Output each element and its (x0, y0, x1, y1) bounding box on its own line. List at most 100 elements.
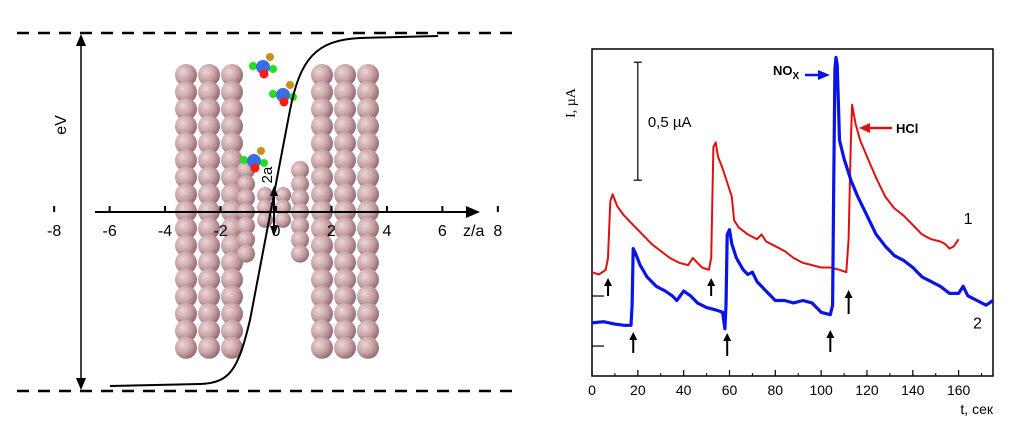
x-tick-label: 60 (722, 382, 738, 398)
x-axis-label: t, сек (960, 401, 993, 417)
atom (334, 132, 356, 155)
series-line-1 (591, 103, 960, 276)
nox-label: NOX (773, 63, 800, 82)
atom (198, 234, 220, 257)
molecule-atom-orange (266, 53, 274, 61)
series-line-2 (591, 55, 994, 331)
atom (311, 336, 333, 359)
atom (311, 319, 333, 342)
atom (198, 115, 220, 138)
gap-label: 2a (259, 166, 276, 183)
y-axis-label: I, µA (564, 87, 579, 118)
atom (175, 302, 197, 325)
atom (334, 217, 356, 240)
injection-arrow-head (707, 278, 716, 286)
x-tick-label: 0 (588, 382, 596, 398)
atom (311, 149, 333, 172)
atom (198, 98, 220, 121)
molecule-atom-green (240, 156, 248, 164)
atom (334, 81, 356, 104)
atom (198, 183, 220, 206)
z-axis-ticks: -8 -6 -4 -2 0 2 4 6 8 (47, 206, 502, 240)
molecule-atom-red (259, 69, 269, 79)
atom (221, 251, 243, 274)
atom (311, 132, 333, 155)
ev-label: eV (53, 115, 70, 135)
atom (175, 285, 197, 308)
atom (311, 98, 333, 121)
atom (334, 319, 356, 342)
atom (357, 285, 379, 308)
z-tick-label: 0 (272, 223, 281, 240)
z-axis-arrow-head (466, 206, 480, 218)
injection-arrow-head (604, 278, 613, 286)
z-tick-label: -2 (213, 223, 227, 240)
molecule-atom-green (260, 159, 268, 167)
atom (357, 115, 379, 138)
atom (175, 98, 197, 121)
current-vs-time-chart: 0 20 40 60 80 100 120 140 160 t, сек I, µA 0,5 µ… (564, 48, 994, 417)
atom (357, 64, 379, 86)
z-tick-label: 8 (493, 223, 502, 240)
atom (291, 216, 309, 235)
x-axis-ticks: 0 20 40 60 80 100 120 140 160 (588, 370, 983, 398)
x-tick-label: 40 (676, 382, 692, 398)
atom (198, 81, 220, 104)
atom (334, 251, 356, 274)
plot-frame (591, 48, 994, 377)
atom (334, 285, 356, 308)
atom (311, 217, 333, 240)
atom (357, 251, 379, 274)
molecule-atom-green (269, 90, 277, 98)
potential-profile-curve (109, 35, 439, 387)
atom (357, 132, 379, 155)
scale-bar-label: 0,5 µA (648, 114, 692, 131)
atom (175, 319, 197, 342)
atom (221, 149, 243, 172)
molecule-atom-orange (257, 147, 265, 155)
atom (198, 132, 220, 155)
injection-arrows (604, 278, 853, 356)
atom (257, 187, 273, 203)
atom (221, 302, 243, 325)
curve-label-2: 2 (973, 316, 982, 333)
atom (357, 336, 379, 359)
atom (357, 98, 379, 121)
atom (334, 268, 356, 291)
atom (237, 216, 255, 235)
atom (334, 149, 356, 172)
atom (221, 336, 243, 359)
molecule-atom-green (249, 62, 257, 70)
atom (357, 217, 379, 240)
atom (311, 285, 333, 308)
atom (175, 251, 197, 274)
atom (311, 251, 333, 274)
atom (291, 244, 309, 263)
atom (291, 174, 309, 193)
atom (221, 319, 243, 342)
atom (198, 64, 220, 86)
atom (198, 251, 220, 274)
atom (334, 336, 356, 359)
molecule-atom-orange (286, 81, 294, 89)
injection-arrow-head (723, 333, 732, 341)
atom (311, 268, 333, 291)
molecule (249, 53, 277, 79)
atom (311, 302, 333, 325)
atom (198, 302, 220, 325)
atom (237, 244, 255, 263)
atom (311, 183, 333, 206)
atom (237, 230, 255, 249)
z-tick-label: 6 (438, 223, 447, 240)
hcl-label: HCl (896, 121, 918, 136)
atom (175, 217, 197, 240)
atom (175, 132, 197, 155)
atom (221, 268, 243, 291)
nox-arrow-head (818, 70, 830, 80)
atom (198, 268, 220, 291)
atom (175, 64, 197, 86)
gap-arrow-down-head (270, 226, 278, 236)
ev-arrow-up-head (76, 34, 86, 46)
atom (334, 64, 356, 86)
